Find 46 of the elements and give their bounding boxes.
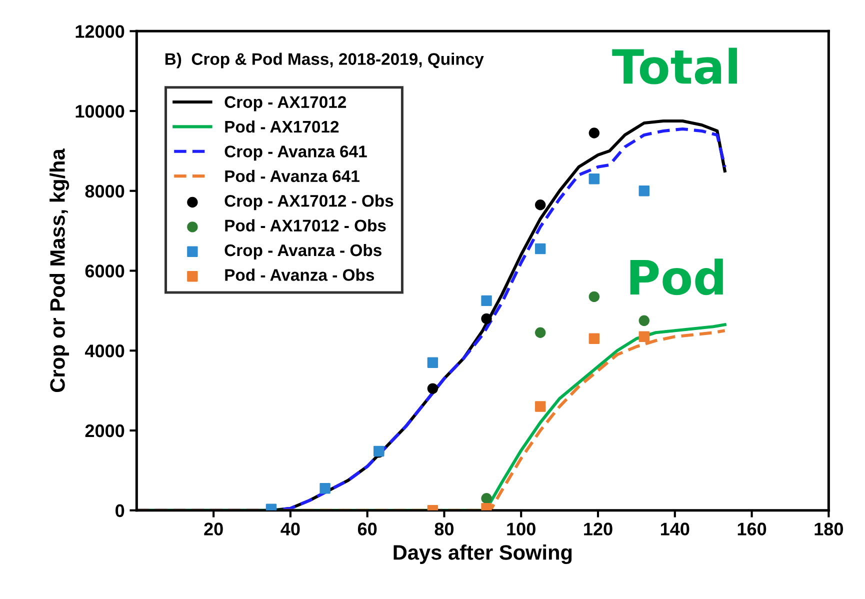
annotation: Pod bbox=[630, 258, 723, 296]
point bbox=[588, 291, 600, 302]
point bbox=[481, 313, 492, 324]
x-tick-label: 180 bbox=[814, 522, 843, 536]
x-tick-label: 120 bbox=[584, 522, 612, 536]
x-tick-label: 140 bbox=[660, 522, 690, 536]
point bbox=[427, 383, 438, 394]
legend-label: Pod - AX17012 bbox=[225, 120, 339, 133]
legend-label: Pod - Avanza - Obs bbox=[225, 268, 374, 281]
legend-label: Pod - AX17012 - Obs bbox=[225, 219, 386, 232]
legend-label: Crop - Avanza - Obs bbox=[224, 244, 382, 260]
y-tick-label: 0 bbox=[116, 504, 124, 518]
legend-label: Crop - Avanza 641 bbox=[224, 146, 367, 161]
legend-label: Pod - Avanza 641 bbox=[225, 170, 360, 182]
legend-label: Crop - AX17012 bbox=[224, 96, 346, 112]
y-tick-label: 10000 bbox=[76, 104, 124, 118]
x-tick-label: 160 bbox=[738, 522, 766, 536]
point bbox=[481, 493, 492, 504]
x-tick-label: 60 bbox=[358, 522, 377, 536]
x-tick-label: 80 bbox=[434, 522, 454, 536]
y-tick-label: 4000 bbox=[84, 344, 124, 358]
point bbox=[588, 128, 600, 138]
point bbox=[427, 357, 438, 368]
x-axis-title: Days after Sowing bbox=[394, 544, 572, 564]
text: B) Crop & Pod Mass, 2018-2019, Quincy bbox=[165, 52, 484, 68]
point bbox=[534, 200, 546, 210]
point bbox=[638, 315, 650, 326]
y-tick-label: 8000 bbox=[85, 184, 124, 198]
annotation: Total bbox=[612, 48, 737, 84]
point bbox=[638, 331, 650, 342]
point bbox=[638, 186, 650, 196]
point bbox=[534, 327, 546, 338]
y-tick-label: 6000 bbox=[85, 264, 124, 278]
point bbox=[320, 483, 330, 494]
y-tick-label: 2000 bbox=[85, 424, 124, 438]
legend-label: Crop - AX17012 - Obs bbox=[224, 194, 394, 210]
point bbox=[588, 174, 600, 184]
x-tick-label: 40 bbox=[280, 522, 300, 536]
point bbox=[534, 401, 546, 412]
point bbox=[534, 243, 546, 254]
x-tick-label: 100 bbox=[507, 522, 536, 536]
point bbox=[588, 333, 600, 344]
y-tick-label: 12000 bbox=[76, 25, 124, 38]
y-axis-title: Crop or Pod Mass, kg/ha bbox=[50, 148, 70, 392]
point bbox=[481, 295, 492, 306]
x-tick-label: 20 bbox=[204, 522, 223, 536]
